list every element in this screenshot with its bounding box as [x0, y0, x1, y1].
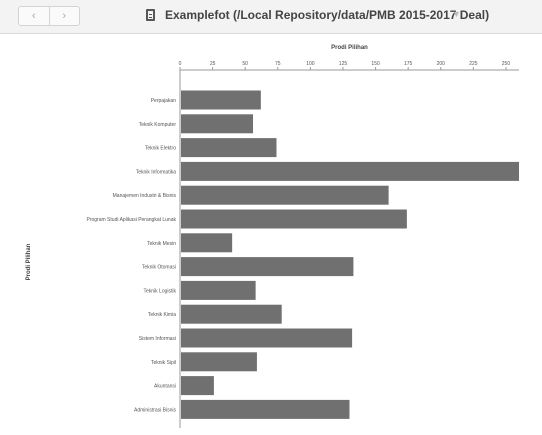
x-tick-label: 200 [437, 61, 446, 67]
forward-button[interactable]: › [48, 7, 80, 25]
back-button[interactable]: ‹ [19, 7, 49, 25]
bar[interactable] [181, 352, 257, 372]
y-category-label: Manajemen Industri & Bisnis [113, 193, 177, 199]
document-icon [146, 9, 155, 21]
bar[interactable] [181, 209, 407, 229]
y-category-label: Administrasi Bisnis [134, 407, 176, 413]
y-axis: Perpajakan Teknik Komputer Teknik Elektro T… [87, 70, 181, 428]
y-category-label: Teknik Kimia [148, 312, 176, 318]
x-tick-label: 50 [242, 61, 248, 67]
x-tick-label: 150 [371, 61, 380, 67]
bar[interactable] [181, 138, 277, 158]
y-category-label: Teknik Komputer [139, 122, 177, 128]
bar[interactable] [181, 304, 282, 324]
bar[interactable] [181, 399, 350, 419]
y-category-label: Perpajakan [151, 98, 177, 104]
y-category-label: Teknik Logistik [143, 288, 176, 294]
y-category-label: Teknik Elektro [145, 146, 176, 152]
bar[interactable] [181, 114, 254, 134]
y-category-label: Teknik Sipil [151, 360, 176, 366]
y-category-label: Teknik Otomasi [142, 265, 176, 271]
bar[interactable] [181, 280, 256, 300]
x-tick-label: 225 [469, 61, 478, 67]
x-tick-label: 75 [275, 61, 281, 67]
x-axis-title: Prodi Pilihan [331, 45, 368, 51]
x-tick-label: 175 [404, 61, 413, 67]
x-tick-label: 125 [339, 61, 348, 67]
x-tick-label: 250 [502, 61, 511, 67]
bar[interactable] [181, 161, 519, 181]
x-tick-label: 100 [306, 61, 315, 67]
y-category-label: Program Studi Aplikasi Perangkat Lunak [87, 217, 177, 223]
x-tick-label: 25 [210, 61, 216, 67]
y-category-label: Teknik Mesin [147, 241, 176, 247]
y-category-label: Sistem Informasi [139, 336, 176, 342]
navigation-buttons: ‹ › [18, 6, 80, 26]
bar[interactable] [181, 376, 214, 396]
y-category-label: Teknik Informatika [136, 169, 177, 175]
bar[interactable] [181, 328, 353, 348]
chevron-left-icon: ‹ [31, 10, 36, 22]
chevron-down-icon[interactable]: ▼ [452, 9, 461, 19]
window-title: Examplefot (/Local Repository/data/PMB 2… [165, 8, 490, 22]
bar[interactable] [181, 90, 261, 110]
x-axis: 0 25 50 75 100 125 150 175 200 225 250 [179, 61, 519, 71]
bar[interactable] [181, 185, 389, 205]
chevron-right-icon: › [62, 10, 67, 22]
bar-series [181, 90, 519, 419]
x-tick-label: 0 [179, 61, 182, 67]
bar[interactable] [181, 257, 354, 277]
window-toolbar: ‹ › Examplefot (/Local Repository/data/P… [0, 0, 542, 34]
y-axis-title: Prodi Pilihan [26, 243, 32, 280]
y-category-label: Akuntansi [154, 384, 176, 390]
bar[interactable] [181, 233, 233, 253]
